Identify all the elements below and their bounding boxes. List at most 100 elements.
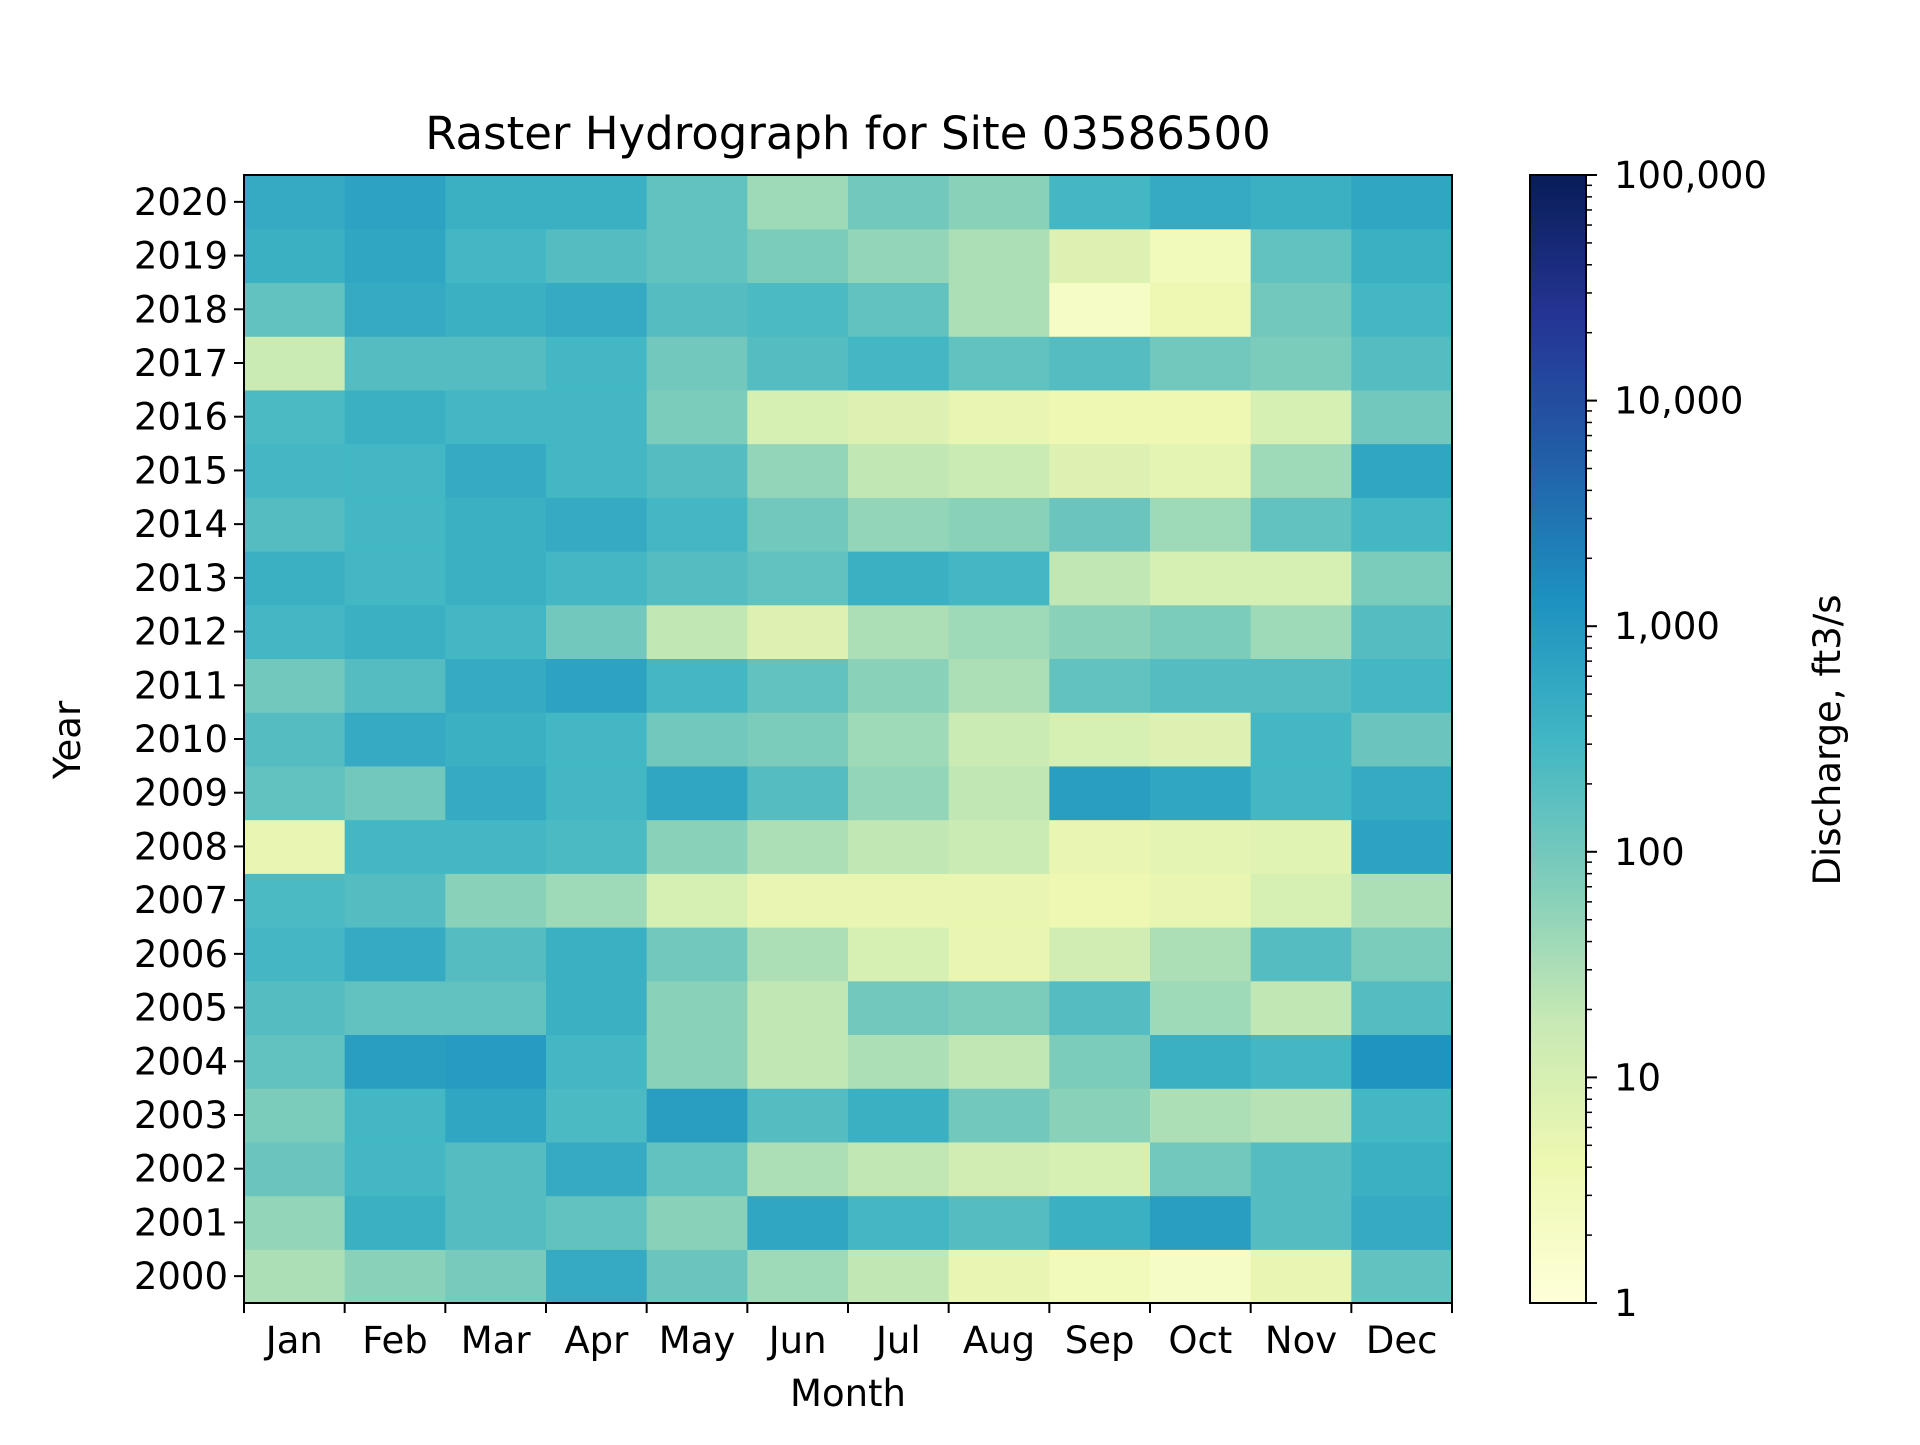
heatmap-cell-2014-may [646, 497, 748, 552]
heatmap-cell-2016-dec [1351, 389, 1453, 445]
heatmap-cell-2018-aug [948, 282, 1050, 337]
heatmap-cell-2009-nov [1250, 765, 1352, 821]
heatmap-cell-2018-feb [344, 282, 446, 337]
colorbar-tick-label: 1,000 [1614, 605, 1720, 648]
colorbar-label: Discharge, ft3/s [1806, 594, 1849, 885]
heatmap-cell-2009-dec [1351, 765, 1453, 821]
y-tick-label: 2015 [134, 449, 228, 492]
heatmap-cell-2004-feb [344, 1034, 446, 1089]
heatmap-cell-2000-jul [848, 1249, 950, 1304]
heatmap-cell-2002-oct [1150, 1141, 1252, 1197]
heatmap-cell-2020-jan [244, 175, 346, 230]
heatmap-cell-2020-apr [546, 175, 648, 230]
heatmap-cell-2004-nov [1250, 1034, 1352, 1089]
heatmap-cell-2017-may [646, 336, 748, 391]
heatmap-cell-2002-aug [948, 1141, 1050, 1197]
heatmap-cell-2007-mar [445, 873, 547, 928]
heatmap-cell-2020-feb [344, 175, 446, 230]
heatmap-cell-2012-jan [244, 604, 346, 660]
heatmap-cell-2020-may [646, 175, 748, 230]
heatmap-cell-2018-oct [1150, 282, 1252, 337]
heatmap-cell-2007-apr [546, 873, 648, 928]
heatmap-cell-2011-sep [1049, 658, 1151, 713]
heatmap-cell-2002-jan [244, 1141, 346, 1197]
heatmap-cell-2017-nov [1250, 336, 1352, 391]
heatmap-cell-2000-mar [445, 1249, 547, 1304]
heatmap-cell-2012-jun [747, 604, 849, 660]
heatmap-cell-2001-jan [244, 1195, 346, 1250]
heatmap-cell-2017-apr [546, 336, 648, 391]
heatmap-cell-2020-aug [948, 175, 1050, 230]
x-tick-label-jul: Jul [874, 1319, 921, 1362]
heatmap-cell-2018-nov [1250, 282, 1352, 337]
heatmap-cell-2014-nov [1250, 497, 1352, 552]
heatmap-cell-2005-oct [1150, 980, 1252, 1036]
y-axis: 2000 2001 2002 2003 2004 2005 2006 2007 2008 2009… [134, 181, 244, 1298]
heatmap-cell-2019-dec [1351, 228, 1453, 284]
heatmap-cell-2006-apr [546, 927, 648, 982]
heatmap-cell-2016-jul [848, 389, 950, 445]
heatmap-cell-2007-feb [344, 873, 446, 928]
colorbar [1529, 174, 1587, 1304]
heatmap-cell-2019-mar [445, 228, 547, 284]
heatmap-cell-2018-jan [244, 282, 346, 337]
heatmap-cell-2017-dec [1351, 336, 1453, 391]
x-tick-label-jan: Jan [264, 1319, 323, 1362]
y-tick-label: 2018 [134, 288, 228, 331]
heatmap-cell-2016-sep [1049, 389, 1151, 445]
heatmap-cell-2001-aug [948, 1195, 1050, 1250]
heatmap-cell-2004-jan [244, 1034, 346, 1089]
heatmap-cell-2016-feb [344, 389, 446, 445]
heatmap-cell-2003-aug [948, 1088, 1050, 1143]
x-tick-label-feb: Feb [362, 1319, 428, 1362]
heatmap-cell-2012-dec [1351, 604, 1453, 660]
heatmap-cell-2003-may [646, 1088, 748, 1143]
heatmap-cell-2008-sep [1049, 819, 1151, 874]
heatmap-cell-2015-jan [244, 443, 346, 498]
heatmap-cell-2000-jan [244, 1249, 346, 1304]
heatmap-cell-2002-dec [1351, 1141, 1453, 1197]
heatmap-cell-2002-feb [344, 1141, 446, 1197]
heatmap-cell-2001-mar [445, 1195, 547, 1250]
heatmap-cell-2001-may [646, 1195, 748, 1250]
heatmap-cell-2007-oct [1150, 873, 1252, 928]
heatmap-cell-2012-jul [848, 604, 950, 660]
heatmap-cell-2007-nov [1250, 873, 1352, 928]
heatmap-cell-2019-aug [948, 228, 1050, 284]
x-tick-label-sep: Sep [1065, 1319, 1135, 1362]
heatmap-cell-2006-jul [848, 927, 950, 982]
heatmap-cell-2011-apr [546, 658, 648, 713]
heatmap-cell-2014-jan [244, 497, 346, 552]
y-tick-label: 2013 [134, 557, 228, 600]
colorbar-tick-label: 100 [1614, 831, 1685, 874]
heatmap-cell-2005-sep [1049, 980, 1151, 1036]
heatmap-cell-2017-jan [244, 336, 346, 391]
y-tick-label: 2003 [134, 1094, 228, 1137]
heatmap-cell-2005-nov [1250, 980, 1352, 1036]
heatmap-cell-2008-feb [344, 819, 446, 874]
heatmap-cell-2019-oct [1150, 228, 1252, 284]
chart-title: Raster Hydrograph for Site 03586500 [425, 107, 1270, 160]
heatmap-cell-2005-jan [244, 980, 346, 1036]
heatmap-cell-2015-dec [1351, 443, 1453, 498]
heatmap-cell-2006-jan [244, 927, 346, 982]
heatmap-cell-2010-may [646, 712, 748, 767]
heatmap-cell-2014-jun [747, 497, 849, 552]
heatmap-cell-2002-sep [1049, 1141, 1151, 1197]
heatmap-cell-2003-apr [546, 1088, 648, 1143]
y-tick-label: 2007 [134, 879, 228, 922]
x-tick-label-aug: Aug [963, 1319, 1035, 1362]
x-axis-label: Month [790, 1372, 906, 1415]
heatmap-cell-2010-aug [948, 712, 1050, 767]
heatmap-cell-2017-feb [344, 336, 446, 391]
heatmap-cell-2003-mar [445, 1088, 547, 1143]
heatmap-cell-2010-jun [747, 712, 849, 767]
heatmap-cell-2012-nov [1250, 604, 1352, 660]
heatmap-cell-2007-jan [244, 873, 346, 928]
heatmap-cell-2009-sep [1049, 765, 1151, 821]
heatmap-cell-2018-may [646, 282, 748, 337]
heatmap-cell-2013-may [646, 551, 748, 606]
colorbar-ticks: 1 10 100 1,000 10,000 100,000 [1586, 154, 1767, 1325]
heatmap-cell-2015-feb [344, 443, 446, 498]
x-tick-label-dec: Dec [1366, 1319, 1438, 1362]
